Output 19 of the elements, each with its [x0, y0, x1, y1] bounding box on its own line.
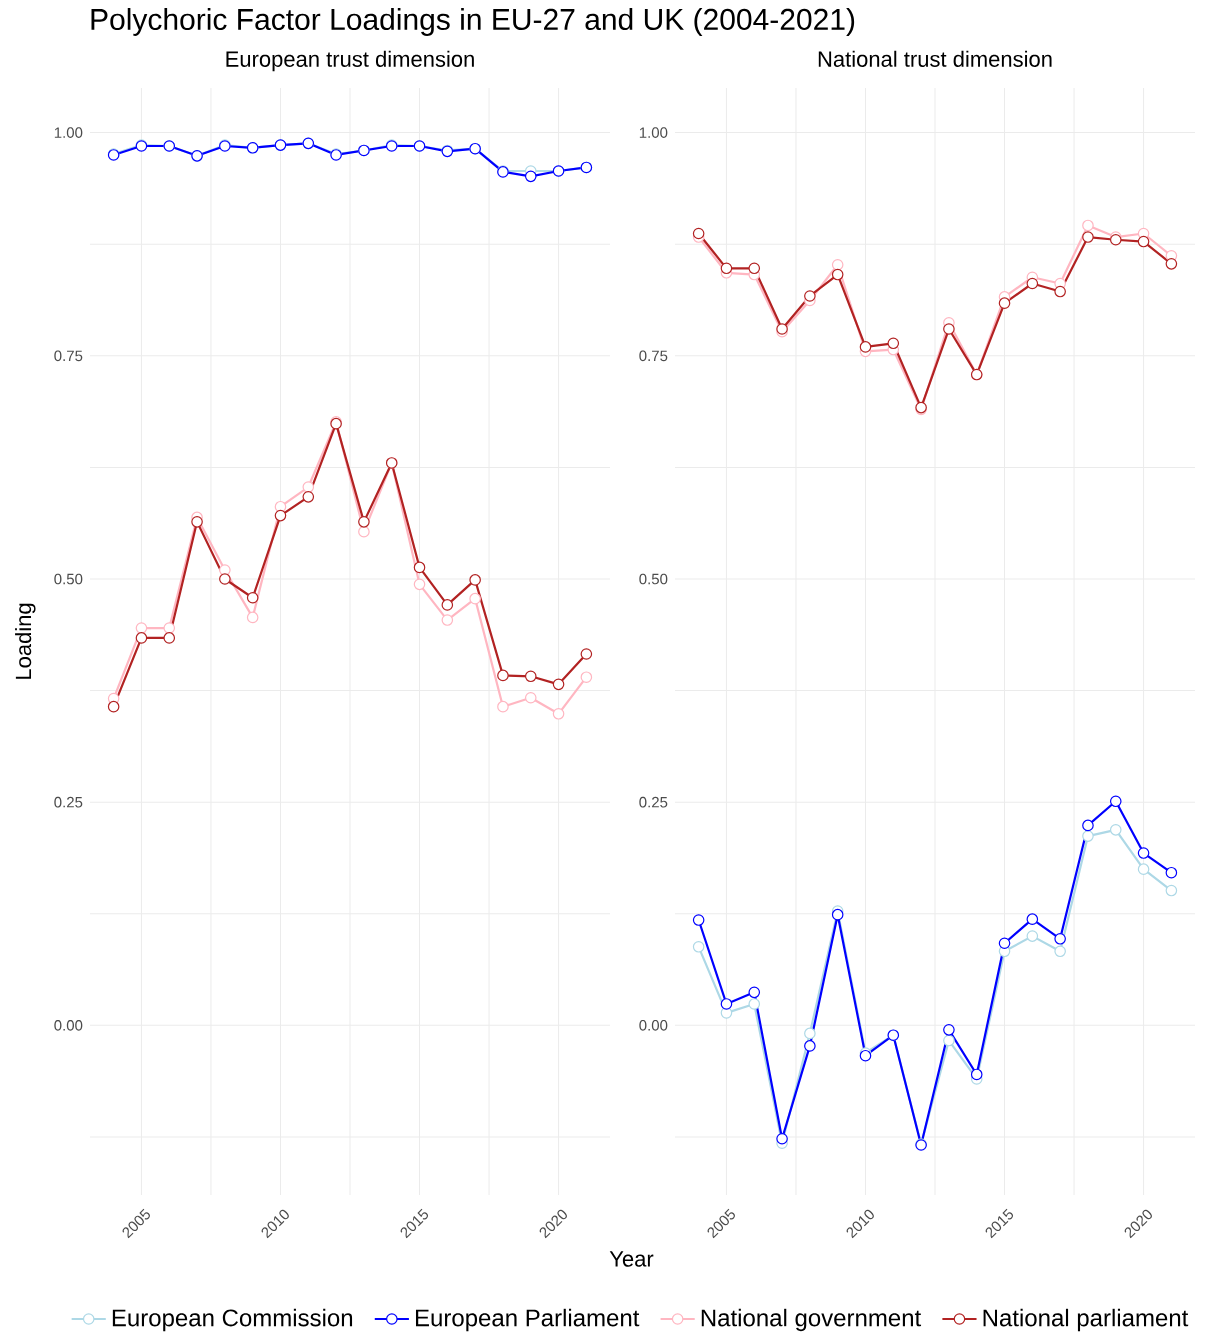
legend-label: European Parliament	[415, 1308, 640, 1332]
chart-title: Polychoric Factor Loadings in EU-27 and UK (2004-2021)	[91, 8, 855, 36]
legend-label: National government	[701, 1308, 922, 1332]
y-tick-label: 0.00	[54, 1020, 83, 1031]
chart-subtitle: National trust dimension	[818, 50, 1052, 67]
y-tick-label: 0.00	[639, 1020, 668, 1031]
y-tick-label: 1.00	[54, 127, 83, 138]
legend-label: National parliament	[983, 1308, 1189, 1332]
y-tick-label: 0.25	[639, 796, 668, 808]
legend-label: European Commission	[112, 1308, 353, 1332]
y-tick-label: 0.50	[639, 573, 668, 585]
x-axis-title: Year	[609, 1251, 654, 1267]
y-tick-label: 0.75	[639, 350, 668, 362]
y-tick-label: 0.75	[54, 350, 83, 362]
y-axis-title: Loading	[15, 603, 36, 679]
y-tick-label: 0.25	[54, 796, 83, 808]
chart-subtitle: European trust dimension	[226, 50, 474, 72]
y-tick-label: 0.50	[54, 573, 83, 585]
y-tick-label: 1.00	[639, 127, 668, 138]
